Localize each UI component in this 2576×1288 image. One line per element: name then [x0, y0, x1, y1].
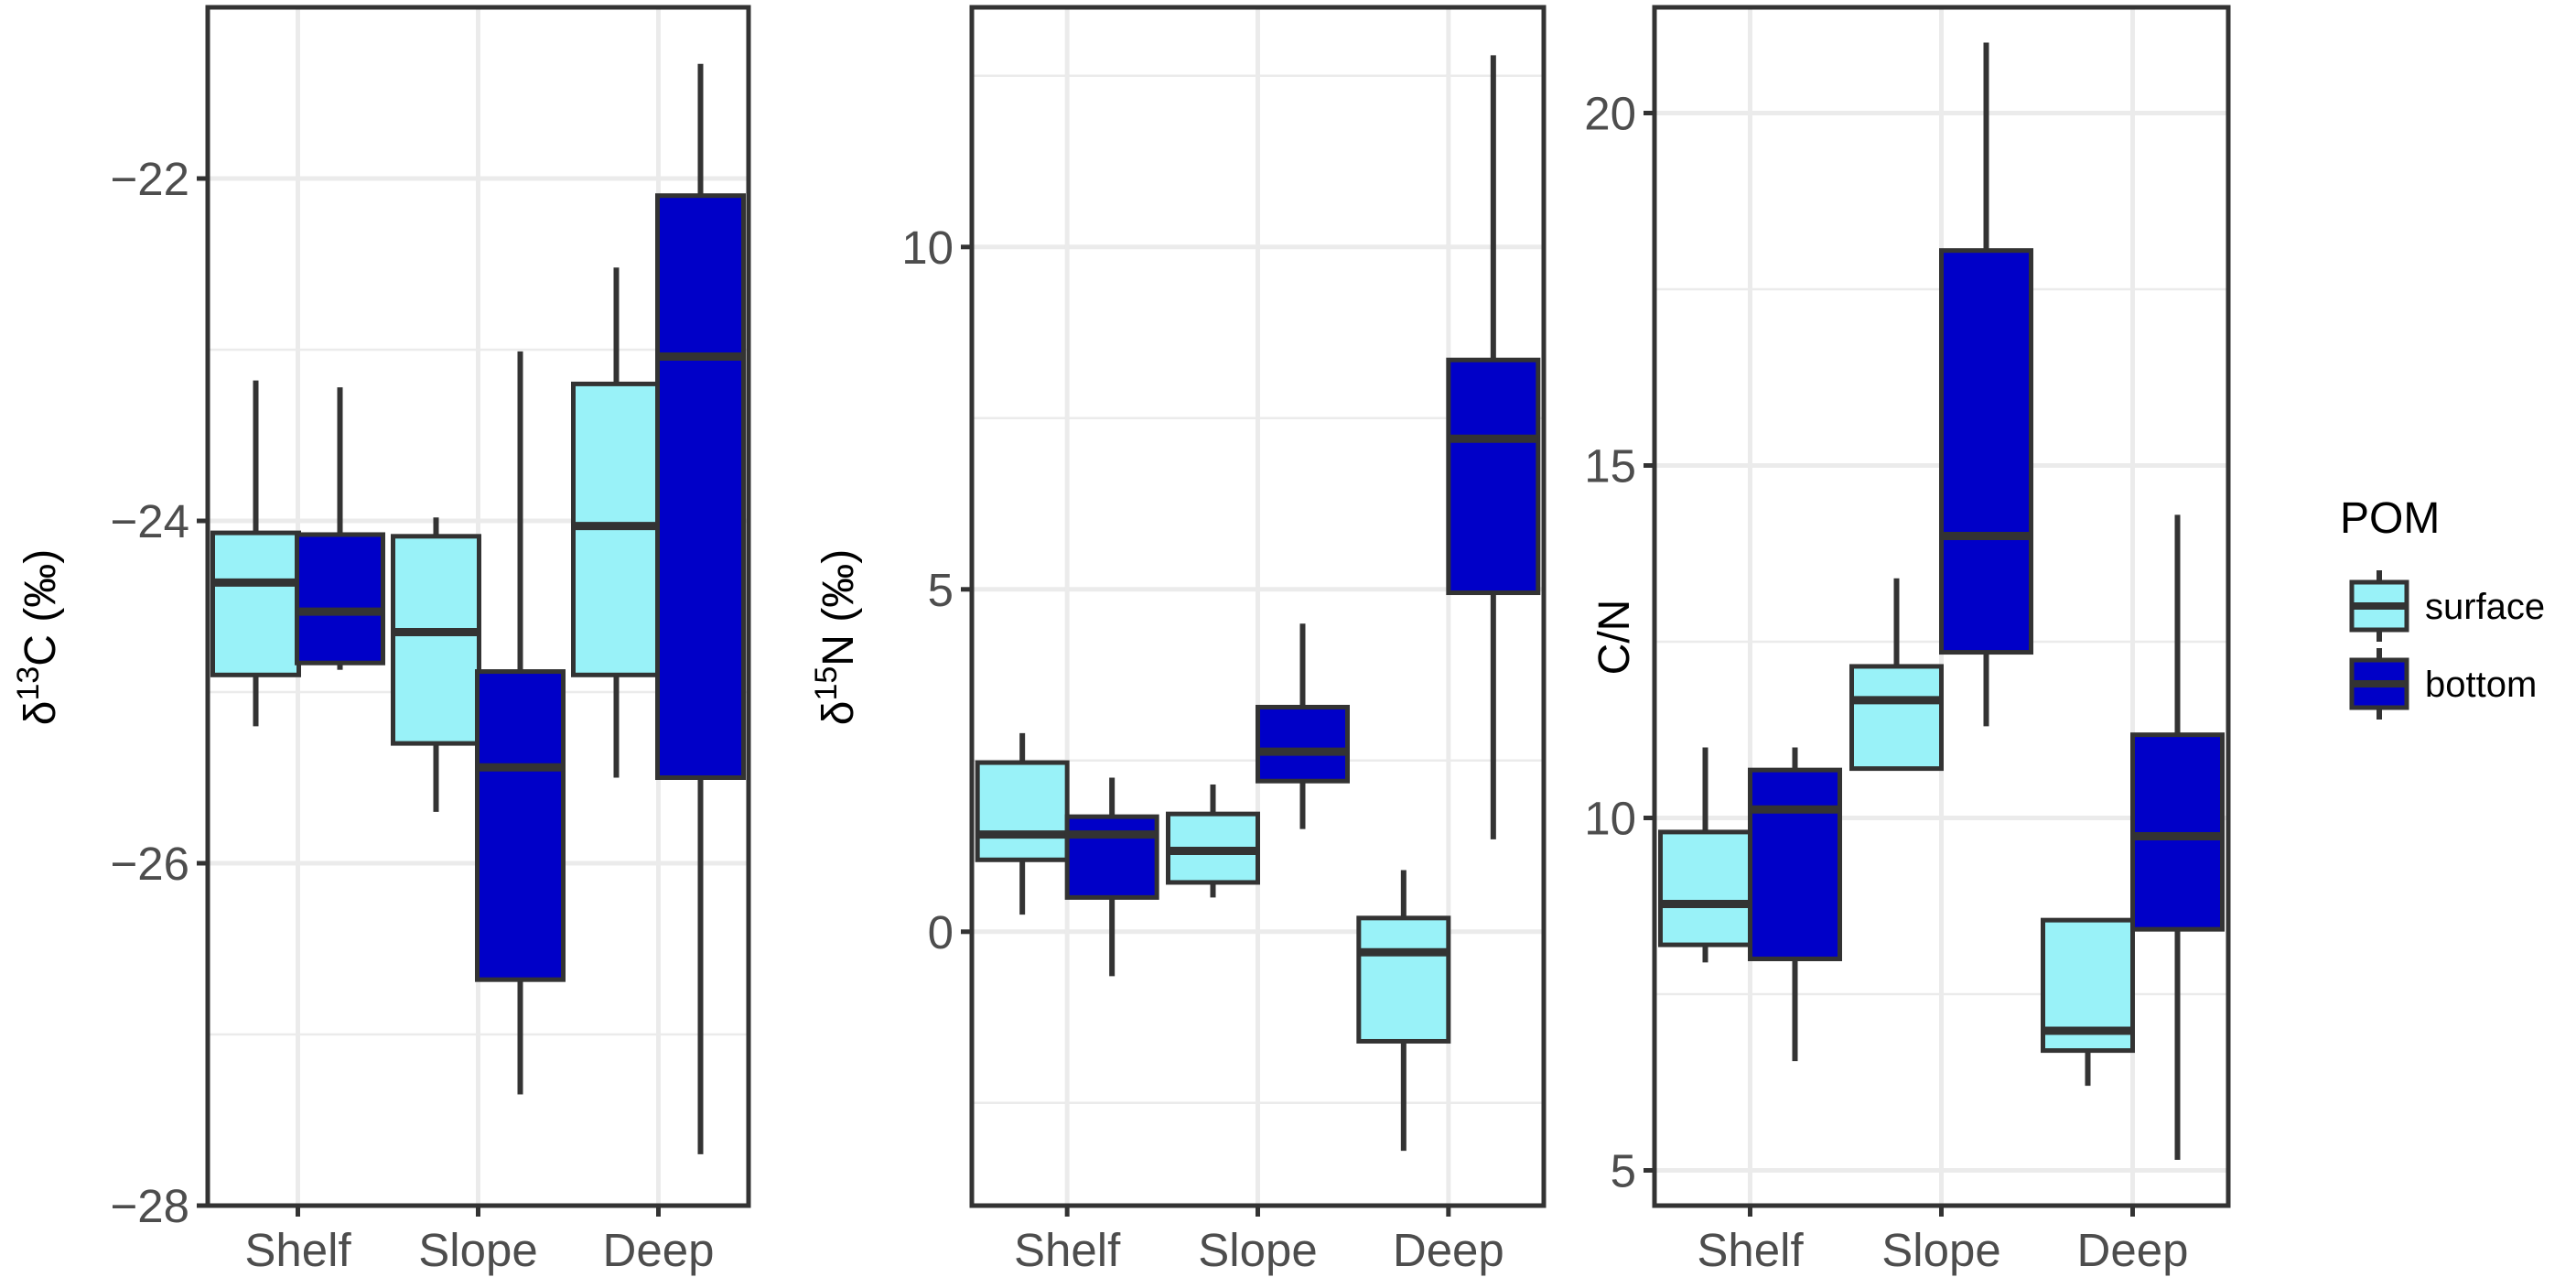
box-body — [1256, 704, 1350, 784]
box-body — [1748, 767, 1842, 962]
legend-item-bottom: bottom — [2349, 648, 2537, 720]
x-tick-label: Slope — [418, 1224, 537, 1276]
box-body — [1939, 248, 2033, 655]
panel-1: −28 −26 −24 −22 Shelf Slope Deep δ13C (‰) — [11, 5, 751, 1276]
box-body — [655, 193, 746, 780]
box-surface-deep — [2041, 917, 2135, 1087]
y-tick-label: 10 — [901, 222, 954, 274]
x-tick-label: Slope — [1881, 1224, 2000, 1276]
box-surface-slope — [1849, 578, 1944, 772]
box-body — [1446, 357, 1541, 596]
box-body — [1064, 814, 1159, 900]
y-tick-label: 0 — [928, 906, 954, 958]
box-bottom-slope — [1256, 623, 1350, 829]
legend-label-bottom: bottom — [2425, 665, 2537, 705]
x-tick-label: Shelf — [1014, 1224, 1121, 1276]
box-surface-shelf — [975, 732, 1070, 915]
panel-3: 5 10 15 20 Shelf Slope Deep C/N — [1584, 5, 2231, 1276]
y-tick-label: −22 — [110, 153, 189, 205]
y-tick-label: 20 — [1584, 88, 1636, 140]
box-bottom-shelf — [1748, 747, 1842, 1062]
x-tick-label: Shelf — [1697, 1224, 1804, 1276]
box-bottom-deep — [2130, 514, 2225, 1160]
legend-item-surface: surface — [2349, 570, 2545, 642]
box-surface-slope — [391, 517, 481, 812]
y-tick-label: −24 — [110, 495, 189, 547]
box-body — [391, 534, 481, 746]
x-tick-label: Deep — [2077, 1224, 2189, 1276]
legend-label-surface: surface — [2425, 587, 2545, 627]
box-body — [295, 532, 385, 666]
box-bottom-slope — [1939, 42, 2033, 727]
box-surface-shelf — [210, 380, 301, 727]
y-axis-title: δ15N (‰) — [809, 549, 863, 726]
y-tick-label: −26 — [110, 838, 189, 890]
x-tick-label: Deep — [1393, 1224, 1504, 1276]
y-axis-title: δ13C (‰) — [11, 549, 65, 726]
box-surface-deep — [571, 267, 662, 778]
box-body — [2130, 732, 2225, 932]
box-body — [210, 530, 301, 677]
box-bottom-slope — [475, 351, 566, 1095]
legend-title: POM — [2340, 494, 2440, 543]
y-tick-label: 10 — [1584, 793, 1636, 845]
x-tick-label: Slope — [1198, 1224, 1317, 1276]
y-tick-label: 15 — [1584, 440, 1636, 492]
box-surface-slope — [1166, 784, 1260, 898]
y-tick-label: 5 — [928, 564, 954, 616]
box-bottom-deep — [655, 63, 746, 1154]
box-surface-deep — [1356, 870, 1451, 1152]
box-bottom-shelf — [1064, 777, 1159, 977]
box-body — [1658, 829, 1752, 947]
box-body — [975, 760, 1070, 862]
y-tick-label: 5 — [1611, 1145, 1636, 1197]
y-tick-label: −28 — [110, 1180, 189, 1232]
legend: POM surface bottom — [2340, 494, 2545, 720]
x-tick-label: Shelf — [244, 1224, 351, 1276]
box-body — [475, 669, 566, 982]
box-body — [1849, 664, 1944, 772]
box-surface-shelf — [1658, 747, 1752, 963]
box-bottom-deep — [1446, 55, 1541, 839]
box-bottom-shelf — [295, 387, 385, 670]
panels: −28 −26 −24 −22 Shelf Slope Deep δ13C (‰) 0 5 10 Sh… — [11, 5, 2231, 1276]
box-body — [1356, 915, 1451, 1044]
y-axis-title: C/N — [1590, 600, 1639, 676]
x-tick-label: Deep — [603, 1224, 715, 1276]
panel-2: 0 5 10 Shelf Slope Deep δ15N (‰) — [809, 5, 1547, 1276]
